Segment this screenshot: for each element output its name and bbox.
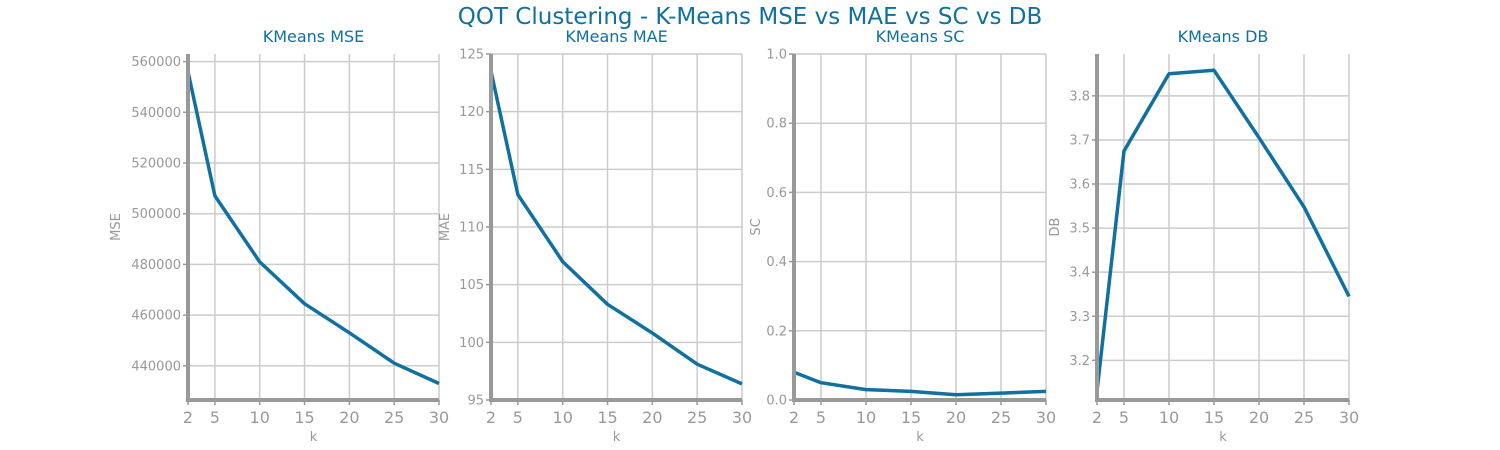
subplot-3: 0.0 0.2 0.4 0.6 0.8 1.0 2 5 10 15 20 25 30 KMeans SC k… xyxy=(749,27,1056,445)
x-tick-label: 25 xyxy=(1294,408,1314,427)
y-tick-label: 520000 xyxy=(131,156,181,171)
y-tick-label: 540000 xyxy=(131,106,181,121)
y-tick-label: 95 xyxy=(467,394,484,409)
x-tick-label: 5 xyxy=(513,408,523,427)
x-tick-label: 5 xyxy=(816,408,826,427)
x-tick-label: 25 xyxy=(687,408,707,427)
x-axis-label: k xyxy=(310,430,318,445)
x-tick-label: 2 xyxy=(1092,408,1102,427)
y-tick-label: 460000 xyxy=(131,309,181,324)
y-tick-label: 3.4 xyxy=(1069,266,1090,281)
x-tick-label: 30 xyxy=(1339,408,1359,427)
x-tick-label: 15 xyxy=(901,408,921,427)
x-tick-label: 2 xyxy=(486,408,496,427)
x-tick-label: 20 xyxy=(642,408,662,427)
y-tick-label: 3.2 xyxy=(1069,354,1090,369)
y-tick-label: 3.7 xyxy=(1069,133,1090,148)
series-line xyxy=(186,71,440,386)
x-axis-label: k xyxy=(613,430,621,445)
y-tick-label: 500000 xyxy=(131,207,181,222)
y-tick-label: 3.5 xyxy=(1069,222,1090,237)
y-tick-label: 0.8 xyxy=(766,117,787,132)
subplot-1: 440000 460000 480000 500000 520000 540000 5600… xyxy=(109,27,449,445)
y-tick-label: 110 xyxy=(459,221,484,236)
x-tick-label: 5 xyxy=(210,408,220,427)
subplot-4: 3.2 3.3 3.4 3.5 3.6 3.7 3.8 2 5 10 15 20 25 30 KMeans … xyxy=(1048,27,1359,445)
y-tick-label: 120 xyxy=(459,105,484,120)
y-tick-label: 1.0 xyxy=(766,48,787,63)
subplot-title: KMeans DB xyxy=(1178,27,1269,46)
y-tick-label: 115 xyxy=(459,163,484,178)
y-tick-label: 3.3 xyxy=(1069,310,1090,325)
y-tick-label: 440000 xyxy=(131,359,181,374)
y-tick-label: 480000 xyxy=(131,258,181,273)
y-tick-label: 560000 xyxy=(131,55,181,70)
x-tick-label: 25 xyxy=(384,408,404,427)
x-tick-label: 10 xyxy=(856,408,876,427)
subplot-2: 95 100 105 110 115 120 125 2 5 10 15 20 25 30 KMeans M… xyxy=(438,27,752,445)
y-tick-label: 3.8 xyxy=(1069,89,1090,104)
x-tick-label: 30 xyxy=(1036,408,1056,427)
subplot-title: KMeans SC xyxy=(876,27,965,46)
y-axis-label: MAE xyxy=(438,213,453,241)
subplot-title: KMeans MSE xyxy=(263,27,365,46)
subplot-title: KMeans MAE xyxy=(565,27,667,46)
x-tick-label: 20 xyxy=(1249,408,1269,427)
y-tick-label: 105 xyxy=(459,278,484,293)
x-tick-label: 20 xyxy=(339,408,359,427)
x-tick-label: 15 xyxy=(294,408,314,427)
y-tick-label: 0.4 xyxy=(766,255,787,270)
x-axis-label: k xyxy=(916,430,924,445)
figure-title: QOT Clustering - K-Means MSE vs MAE vs S… xyxy=(457,4,1043,30)
x-tick-label: 2 xyxy=(789,408,799,427)
x-tick-label: 15 xyxy=(1204,408,1224,427)
y-axis-label: MSE xyxy=(109,213,124,241)
x-axis-label: k xyxy=(1219,430,1227,445)
y-tick-label: 125 xyxy=(459,48,484,63)
x-tick-label: 2 xyxy=(183,408,193,427)
y-tick-label: 3.6 xyxy=(1069,178,1090,193)
x-tick-label: 10 xyxy=(553,408,573,427)
series-line xyxy=(1095,68,1351,392)
x-tick-label: 30 xyxy=(429,408,449,427)
y-tick-label: 0.6 xyxy=(766,186,787,201)
x-tick-label: 5 xyxy=(1119,408,1129,427)
x-tick-label: 20 xyxy=(946,408,966,427)
x-tick-label: 30 xyxy=(732,408,752,427)
x-tick-label: 25 xyxy=(991,408,1011,427)
y-tick-label: 0.0 xyxy=(766,394,787,409)
series-line xyxy=(793,370,1047,397)
x-tick-label: 10 xyxy=(250,408,270,427)
y-axis-label: SC xyxy=(749,218,764,235)
y-axis-label: DB xyxy=(1048,218,1063,237)
x-tick-label: 15 xyxy=(597,408,617,427)
y-tick-label: 0.2 xyxy=(766,324,787,339)
y-tick-label: 100 xyxy=(459,336,484,351)
x-tick-label: 10 xyxy=(1159,408,1179,427)
